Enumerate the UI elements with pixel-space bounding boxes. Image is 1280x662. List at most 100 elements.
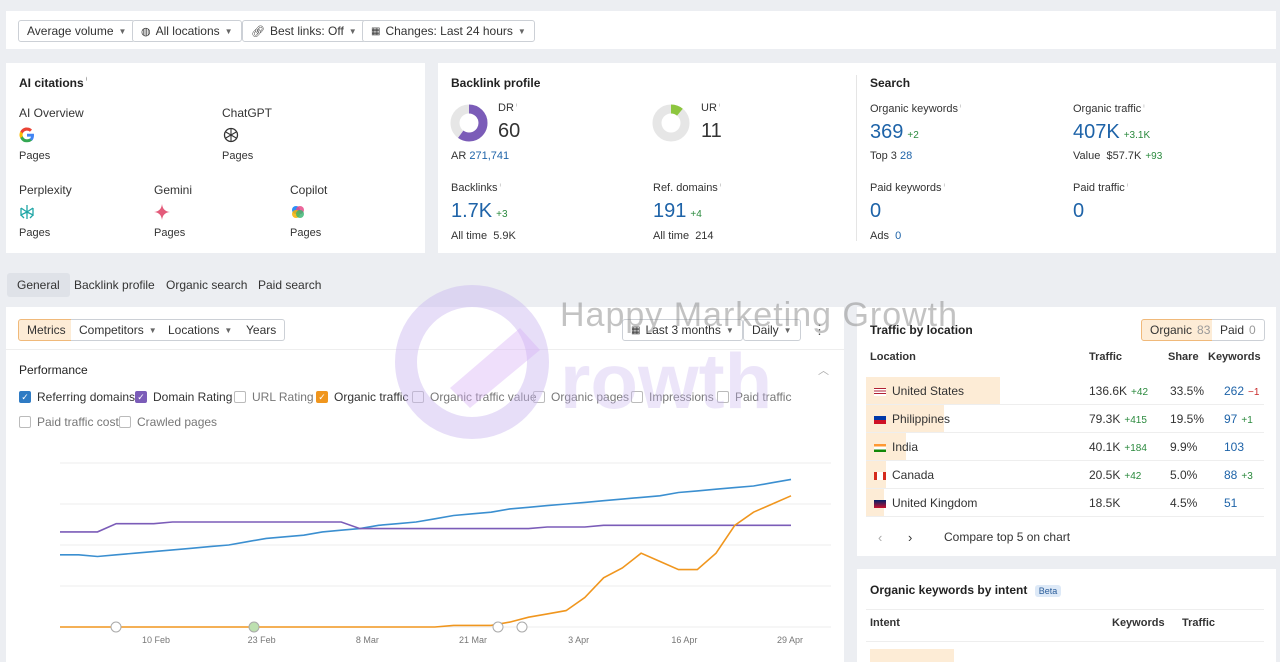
chevron-down-icon: ▼ [517,26,526,36]
checkbox-impressions[interactable]: Impressions [631,390,714,404]
paid-traffic-label: Paid traffic ⁱ [1073,182,1129,194]
ar-value[interactable]: 271,741 [469,150,510,162]
checkbox-organic-pages[interactable]: Organic pages [533,390,629,404]
intent-col-intent: Intent [870,617,900,629]
more-options-icon[interactable]: ⋮ [813,322,826,337]
copilot-label: Copilot [290,183,328,197]
ref-domains-value[interactable]: 191 +4 [653,200,702,222]
checkbox-crawled-pages[interactable]: Crawled pages [119,415,217,429]
gemini-label: Gemini [154,183,193,197]
tab-backlink-profile[interactable]: Backlink profile [74,278,155,292]
compare-link[interactable]: Compare top 5 on chart [944,530,1071,544]
chatgpt-sub: Pages [222,150,254,162]
dr-value: 60 [498,120,521,142]
location-share: 4.5% [1170,496,1198,510]
organic-traffic-value[interactable]: 407K +3.1K [1073,121,1151,143]
collapse-icon[interactable]: ︿ [818,365,829,377]
table-row[interactable]: India 40.1K +184 9.9% 103 [866,433,1264,461]
google-icon [19,127,34,143]
paid-traffic-value[interactable]: 0 [1073,200,1085,222]
checkbox-empty-icon [234,391,246,403]
ar-line: AR 271,741 [451,150,510,162]
location-keywords[interactable]: 51 [1224,496,1238,510]
chatgpt-icon [223,127,239,143]
checkbox-checked-icon: ✓ [19,391,31,403]
ai-citations-panel: AI citations ⁱ AI Overview Pages ChatGPT … [6,63,425,253]
segment-locations[interactable]: Locations ▼ [160,319,242,341]
gemini-sub: Pages [154,227,186,239]
location-keywords[interactable]: 97 +1 [1224,412,1253,426]
table-row[interactable]: Canada 20.5K +42 5.0% 88 +3 [866,461,1264,489]
checkbox-url-rating[interactable]: URL Rating [234,390,314,404]
segment-metrics[interactable]: Metrics [18,319,75,341]
backlinks-label: Backlinks ⁱ [451,182,501,194]
checkbox-domain-rating[interactable]: ✓ Domain Rating [135,390,232,404]
ref-domains-label: Ref. domains ⁱ [653,182,722,194]
location-share: 33.5% [1170,384,1205,398]
toggle-paid[interactable]: Paid 0 [1212,319,1265,341]
intent-col-traffic: Traffic [1182,617,1216,629]
checkbox-referring-domains[interactable]: ✓ Referring domains [19,390,135,404]
event-marker[interactable] [492,621,504,633]
checkbox-empty-icon [717,391,729,403]
dr-label: DR ⁱ [498,102,518,114]
checkbox-empty-icon [631,391,643,403]
checkbox-organic-traffic-value[interactable]: Organic traffic value [412,390,537,404]
table-row[interactable]: United Kingdom 18.5K 4.5% 51 [866,489,1264,517]
checkbox-paid-traffic-cost[interactable]: Paid traffic cost [19,415,119,429]
changes-dropdown[interactable]: ▦ Changes: Last 24 hours ▼ [362,20,535,42]
checkbox-paid-traffic[interactable]: Paid traffic [717,390,791,404]
table-row[interactable]: United States 136.6K +42 33.5% 262 −1 [866,377,1264,405]
locations-dropdown[interactable]: ◍ All locations ▼ [132,20,242,42]
toggle-organic[interactable]: Organic 83 [1141,319,1220,341]
tab-paid-search[interactable]: Paid search [258,278,322,292]
ai-citations-title: AI citations ⁱ [19,76,88,90]
checkbox-empty-icon [19,416,31,428]
event-marker[interactable] [248,621,260,633]
copilot-icon [292,206,304,218]
location-name: India [874,440,918,454]
location-keywords[interactable]: 103 [1224,440,1245,454]
location-name: United Kingdom [874,496,977,510]
prev-arrow-icon[interactable]: ‹ [878,530,883,545]
organic-traffic-label: Organic traffic ⁱ [1073,103,1145,115]
interval-dropdown[interactable]: Daily ▼ [743,319,801,341]
x-tick-label: 23 Feb [248,635,276,645]
checkbox-empty-icon [533,391,545,403]
segment-years[interactable]: Years [238,319,286,341]
segment-competitors[interactable]: Competitors ▼ [71,319,166,341]
volume-dropdown[interactable]: Average volume ▼ [18,20,136,42]
x-tick-label: 21 Mar [459,635,487,645]
next-arrow-icon[interactable]: › [908,530,913,545]
col-keywords: Keywords [1208,351,1261,363]
col-location: Location [870,351,916,363]
chevron-down-icon: ▼ [118,26,127,36]
backlinks-value[interactable]: 1.7K +3 [451,200,508,222]
paid-keywords-value[interactable]: 0 [870,200,882,222]
ur-label: UR ⁱ [701,102,721,114]
range-dropdown[interactable]: ▦ Last 3 months ▼ [622,319,743,341]
location-keywords[interactable]: 88 +3 [1224,468,1253,482]
top3-line: Top 3 28 [870,150,913,162]
divider [866,609,1264,610]
ai-overview-sub: Pages [19,150,51,162]
event-marker[interactable] [110,621,122,633]
tab-organic-search[interactable]: Organic search [166,278,248,292]
best-links-dropdown[interactable]: 🔗︎ Best links: Off ▼ [242,20,366,42]
calendar-icon: ▦ [371,25,381,37]
x-tick-label: 10 Feb [142,635,170,645]
tab-general[interactable]: General [7,273,70,297]
x-tick-label: 29 Apr [777,635,803,645]
location-keywords[interactable]: 262 −1 [1224,384,1260,398]
intent-col-keywords: Keywords [1112,617,1165,629]
organic-keywords-value[interactable]: 369 +2 [870,121,919,143]
flag-ca-icon [874,471,886,480]
location-traffic: 79.3K +415 [1089,412,1147,426]
series-line-domain-rating [60,521,791,533]
table-row[interactable]: Philippines 79.3K +415 19.5% 97 +1 [866,405,1264,433]
checkbox-organic-traffic[interactable]: ✓ Organic traffic [316,390,408,404]
checkbox-empty-icon [412,391,424,403]
ur-value: 11 [701,120,722,142]
event-marker[interactable] [516,621,528,633]
location-share: 5.0% [1170,468,1198,482]
